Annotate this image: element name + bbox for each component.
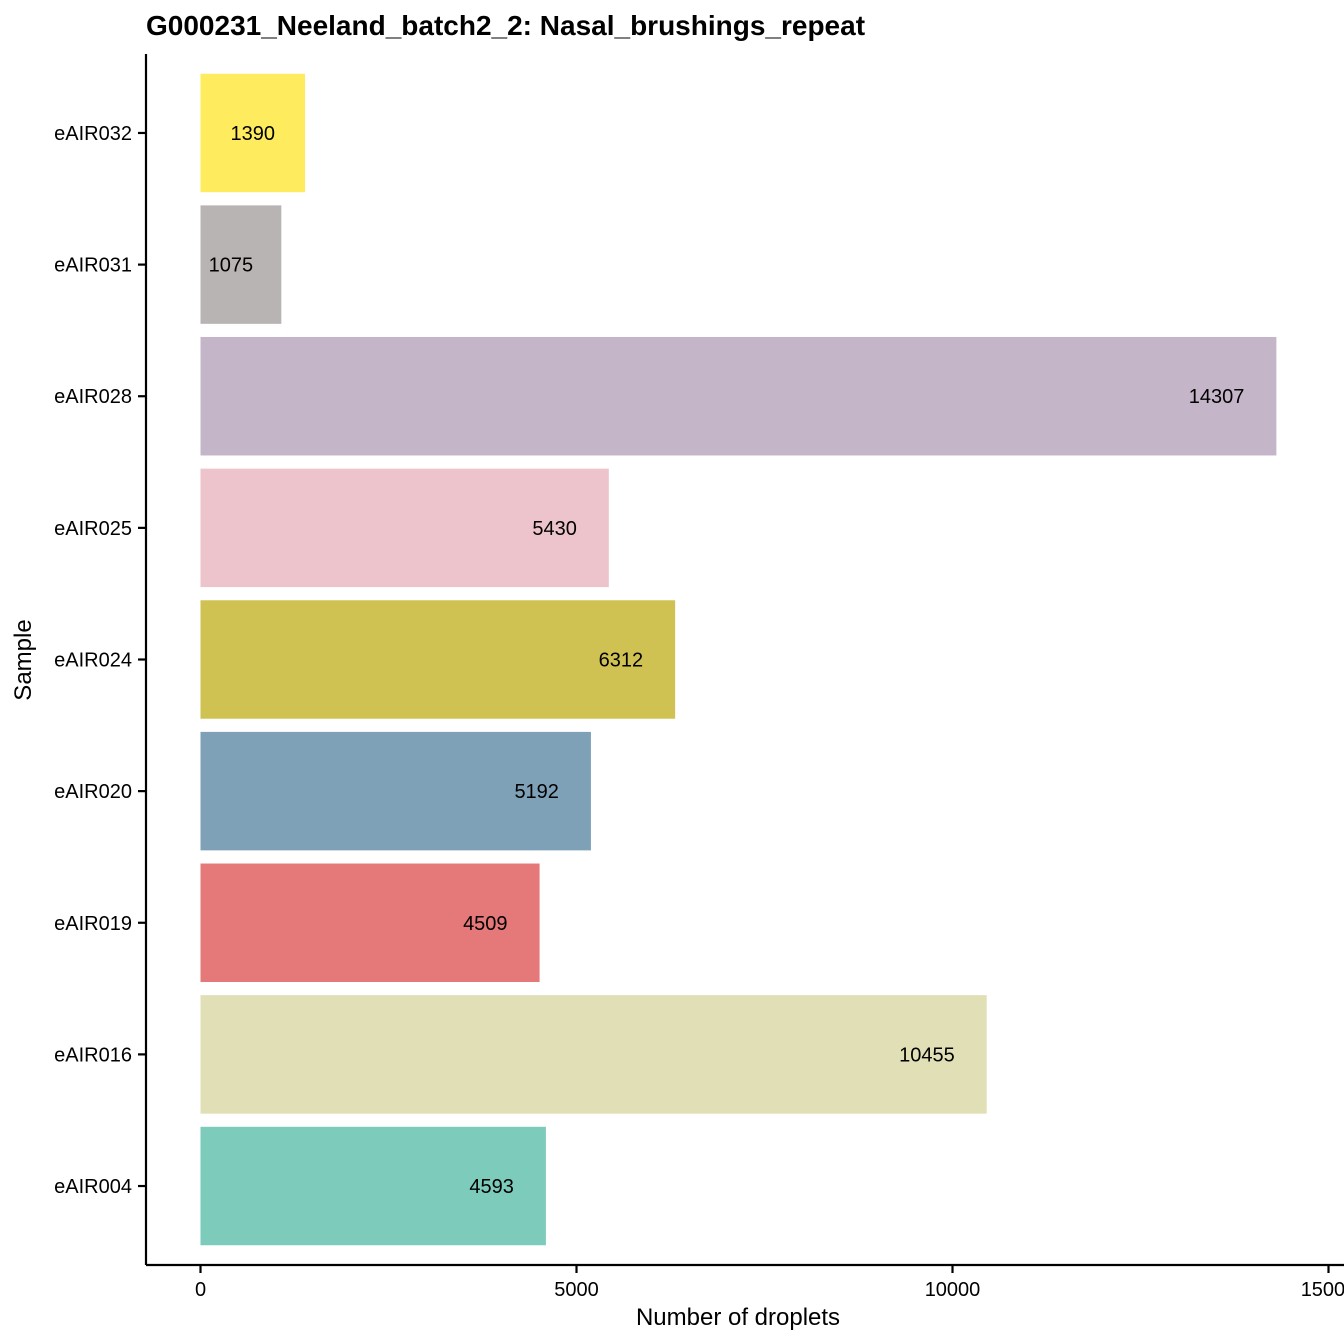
- bar-eair031: [200, 205, 282, 324]
- y-axis-title: Sample: [10, 619, 37, 700]
- data-label-eair024: 6312: [599, 650, 644, 672]
- bar-eair025: [200, 468, 609, 588]
- y-tick-label-eair016: eAIR016: [54, 1044, 132, 1066]
- bar-eair004: [200, 1126, 546, 1246]
- data-label-eair020: 5192: [514, 781, 559, 803]
- bar-eair016: [200, 995, 987, 1114]
- x-axis: 0 5000 10000 15000: [146, 1263, 1344, 1301]
- bar-eair024: [200, 600, 676, 719]
- data-label-eair025: 5430: [532, 518, 577, 540]
- data-label-eair032: 1390: [231, 123, 276, 145]
- x-axis-title: Number of droplets: [636, 1304, 840, 1331]
- x-tick-label-15000: 15000: [1301, 1279, 1344, 1301]
- y-tick-label-eair020: eAIR020: [54, 781, 132, 803]
- y-tick-label-eair024: eAIR024: [54, 650, 132, 672]
- data-label-eair019: 4509: [463, 913, 508, 935]
- data-label-eair028: 14307: [1189, 386, 1245, 408]
- y-axis: eAIR004 eAIR016 eAIR019 eAIR020 eAIR024 eAIR0…: [54, 54, 148, 1265]
- bar-eair020: [200, 731, 591, 851]
- chart-title: G000231_Neeland_batch2_2: Nasal_brushing…: [146, 10, 865, 41]
- bar-eair032: [200, 73, 306, 193]
- y-tick-label-eair031: eAIR031: [54, 255, 132, 277]
- data-labels-layer: 4593 10455 4509 5192 6312 5430 14307 1075 1390: [209, 123, 1245, 1198]
- y-tick-label-eair032: eAIR032: [54, 123, 132, 145]
- y-tick-label-eair004: eAIR004: [54, 1176, 132, 1198]
- bar-eair028: [200, 337, 1277, 456]
- data-label-eair004: 4593: [469, 1176, 514, 1198]
- y-tick-label-eair028: eAIR028: [54, 386, 132, 408]
- x-tick-label-10000: 10000: [925, 1279, 981, 1301]
- y-tick-label-eair019: eAIR019: [54, 913, 132, 935]
- data-label-eair016: 10455: [899, 1044, 955, 1066]
- y-tick-label-eair025: eAIR025: [54, 518, 132, 540]
- bar-eair019: [200, 863, 540, 982]
- x-tick-label-0: 0: [195, 1279, 206, 1301]
- bars-layer: [200, 73, 1277, 1246]
- x-tick-label-5000: 5000: [554, 1279, 599, 1301]
- data-label-eair031: 1075: [209, 255, 254, 277]
